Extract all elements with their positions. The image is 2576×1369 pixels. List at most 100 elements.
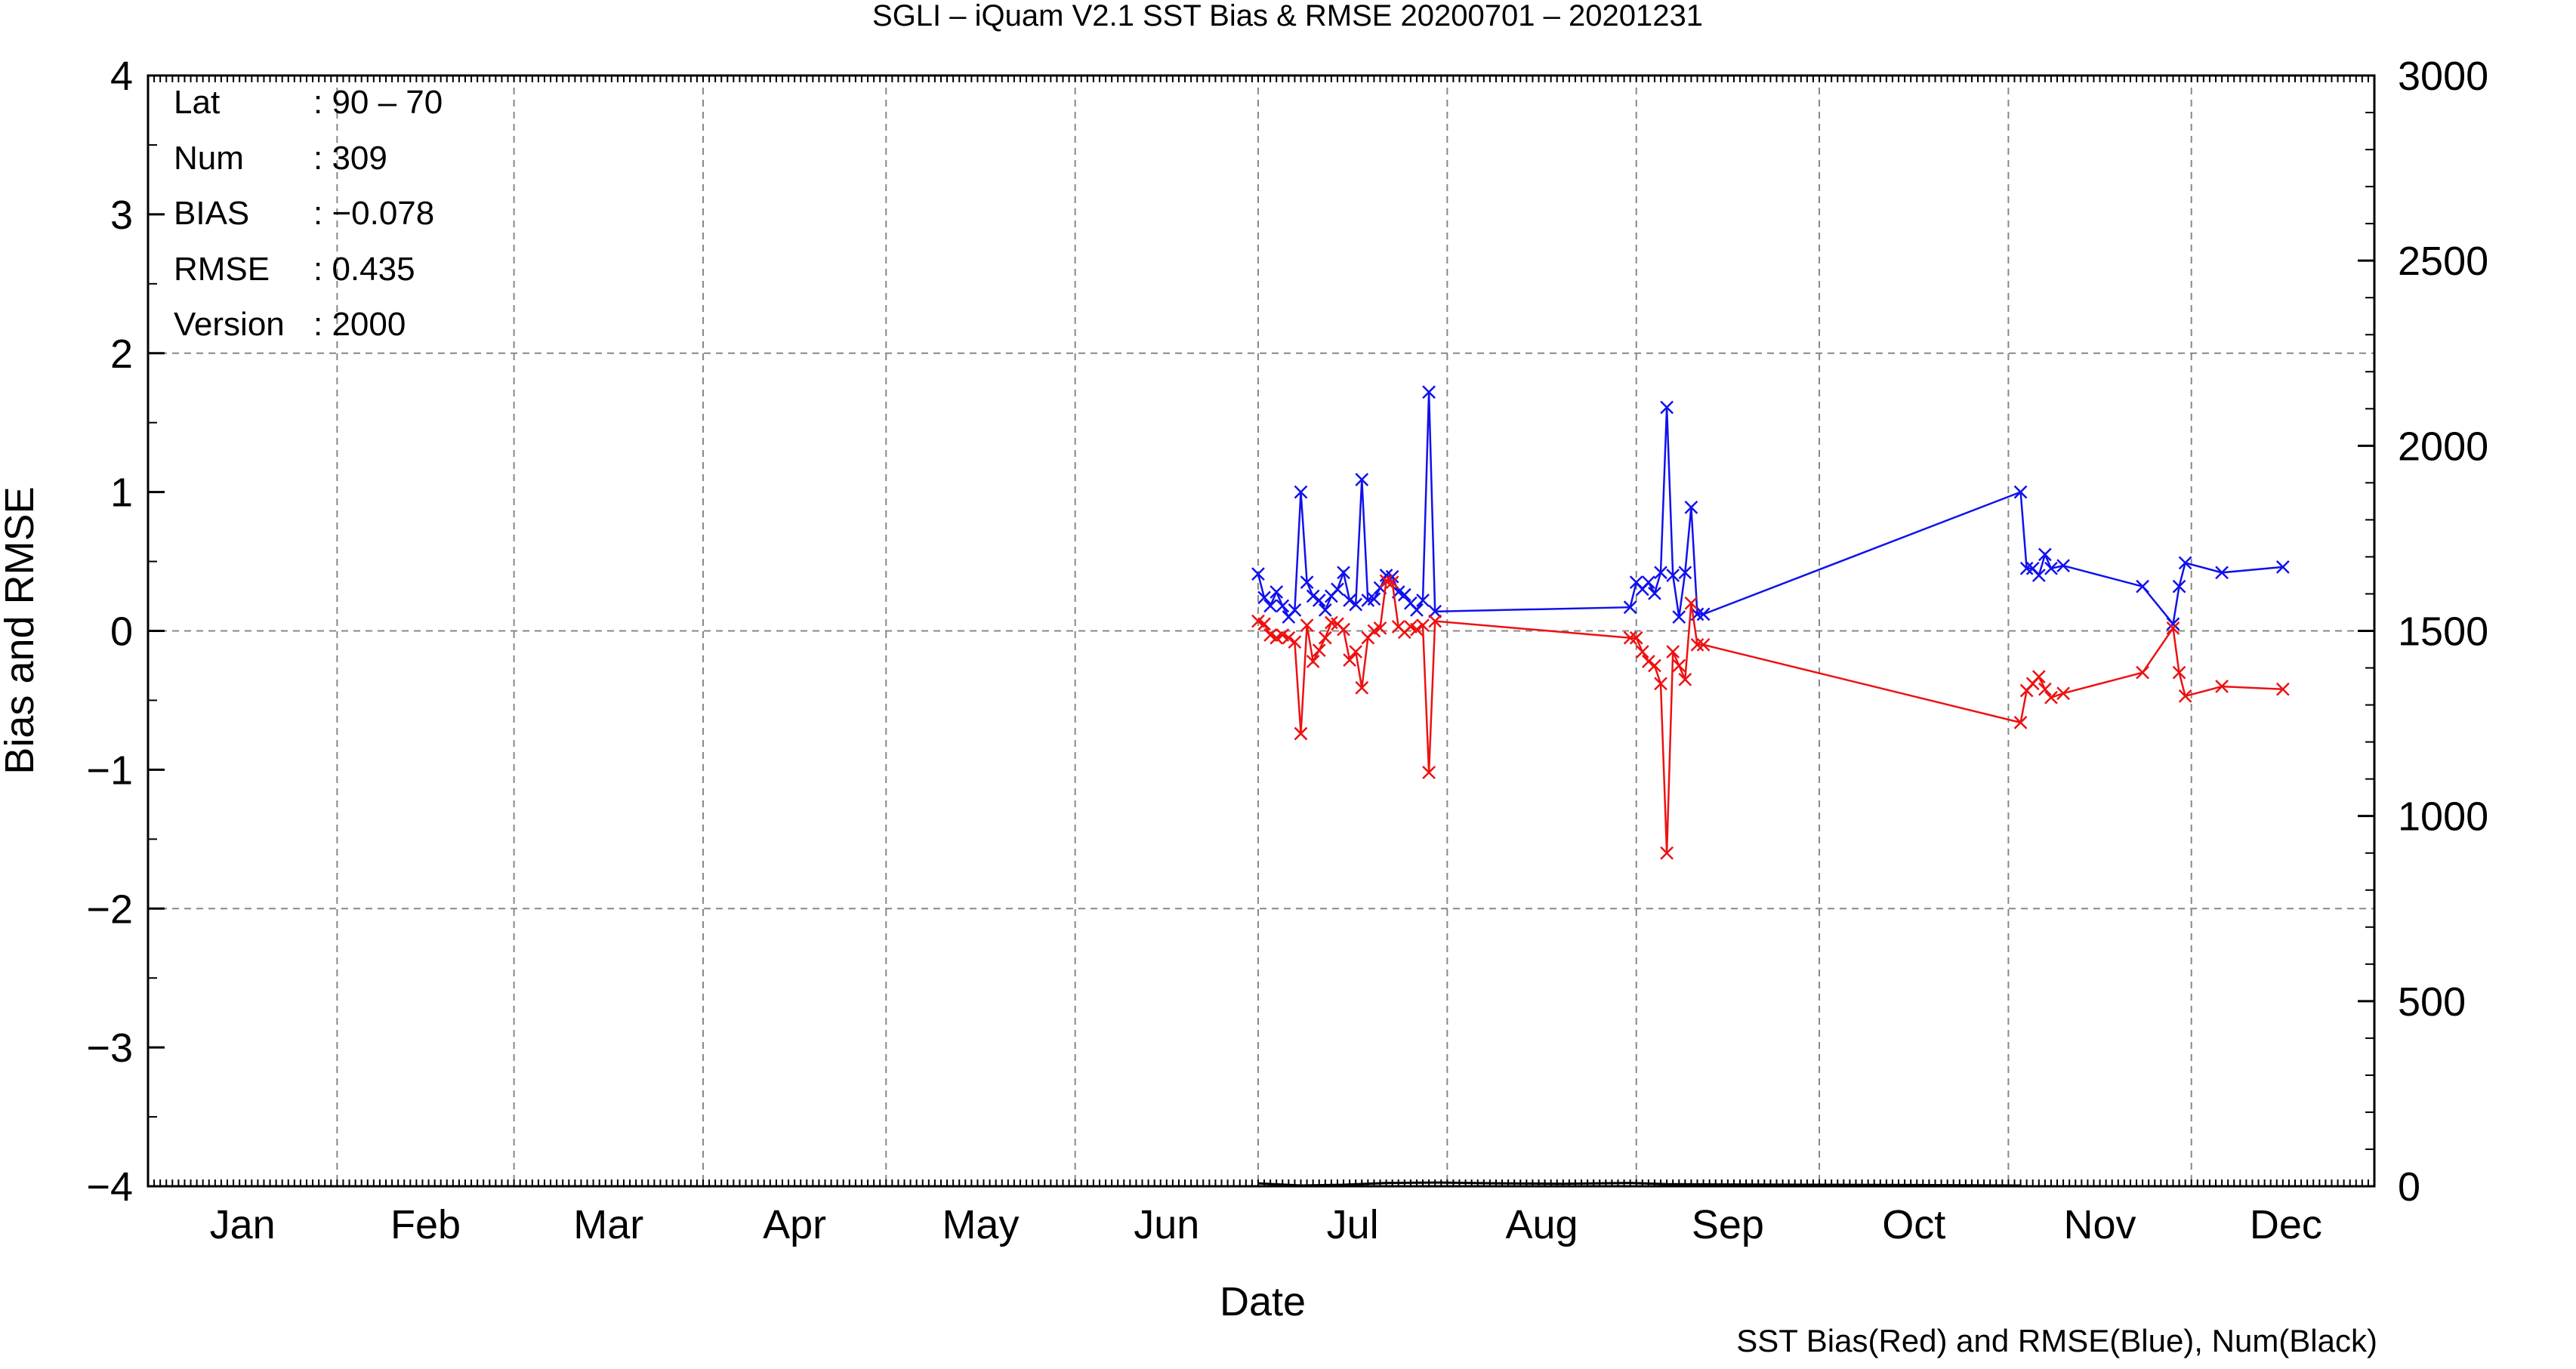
data-point-bias (2031, 670, 2046, 684)
data-point-rmse (1684, 500, 1698, 514)
data-point-rmse (1623, 600, 1637, 615)
data-point-bias (1623, 631, 1637, 645)
y-tick-label: −1 (86, 748, 133, 793)
data-point-bias (1678, 672, 1692, 686)
data-point-rmse (2178, 556, 2192, 570)
data-point-bias (1318, 631, 1332, 645)
data-point-bias (1696, 638, 1711, 652)
data-point-bias (2172, 665, 2186, 680)
data-point-bias (1355, 681, 1369, 695)
data-point-bias (1635, 645, 1649, 658)
x-tick-label: Nov (2064, 1202, 2136, 1247)
y-axis-label: Bias and RMSE (0, 486, 42, 774)
x-tick-label: Apr (763, 1202, 826, 1247)
data-point-bias (1654, 677, 1667, 691)
data-point-rmse (1257, 590, 1271, 605)
data-point-rmse (1416, 594, 1430, 607)
y-tick-label: −3 (86, 1025, 133, 1071)
y-tick-label: 1 (110, 470, 133, 516)
y-tick-label: 3 (110, 193, 133, 238)
y2-tick-label: 1000 (2398, 794, 2488, 840)
data-point-rmse (2019, 561, 2034, 575)
x-tick-label: Oct (1882, 1202, 1945, 1247)
data-point-rmse (1300, 575, 1314, 590)
data-point-bias (1373, 621, 1387, 635)
x-tick-label: Jan (210, 1202, 276, 1247)
data-point-rmse (1263, 599, 1277, 613)
stat-value-rmse: : 0.435 (313, 251, 415, 288)
x-axis-ticks: Jan Feb Mar Apr May Jun Jul Aug Sep Oct Nov Dec (210, 1202, 2322, 1247)
data-point-bias (2056, 686, 2070, 701)
data-point-rmse (2136, 579, 2149, 594)
y-tick-label: −2 (86, 886, 133, 932)
data-point-bias (1672, 658, 1686, 673)
data-point-rmse (1397, 587, 1411, 602)
y-tick-label: −4 (86, 1164, 133, 1210)
x-tick-label: Aug (1505, 1202, 1578, 1247)
data-point-bias (1690, 638, 1704, 652)
data-point-rmse (2056, 559, 2070, 572)
data-point-bias (1410, 622, 1424, 637)
y2-tick-label: 2000 (2398, 424, 2488, 469)
x-tick-label: Feb (390, 1202, 461, 1247)
data-point-bias (1337, 622, 1350, 637)
data-point-bias (1257, 617, 1271, 631)
data-point-rmse (2166, 617, 2180, 631)
data-point-rmse (1678, 566, 1692, 580)
data-point-rmse (1641, 575, 1655, 590)
y2-tick-label: 0 (2398, 1164, 2420, 1210)
data-point-bias (1641, 655, 1655, 668)
data-point-bias (1422, 766, 1436, 779)
stats-legend: Lat : 90 – 70 Num : 309 BIAS : −0.078 RM… (174, 84, 443, 343)
stat-value-bias: : −0.078 (313, 195, 434, 232)
data-point-bias (2275, 682, 2290, 696)
data-point-bias (1300, 618, 1314, 633)
data-point-bias (1666, 645, 1680, 658)
series-line-num (1257, 1181, 2021, 1187)
data-point-rmse (1269, 585, 1284, 599)
x-axis-label: Date (1220, 1279, 1306, 1324)
y2-axis-label: Num of Match–up (2569, 470, 2576, 791)
data-point-bias (2178, 689, 2192, 703)
x-tick-label: May (942, 1202, 1019, 1247)
x-tick-label: Jul (1327, 1202, 1379, 1247)
data-point-rmse (1343, 594, 1356, 607)
data-point-bias (2013, 715, 2028, 729)
data-point-rmse (2215, 566, 2229, 580)
data-point-bias (2136, 665, 2149, 680)
data-point-bias (1385, 575, 1399, 590)
series-color-note: SST Bias(Red) and RMSE(Blue), Num(Black) (1736, 1323, 2377, 1358)
y2-tick-label: 2500 (2398, 239, 2488, 284)
data-point-rmse (1355, 473, 1369, 486)
data-point-bias (1629, 631, 1643, 645)
stat-value-version: : 2000 (313, 306, 406, 343)
x-tick-label: Dec (2250, 1202, 2322, 1247)
x-tick-label: Mar (573, 1202, 643, 1247)
data-point-rmse (1288, 603, 1302, 617)
data-point-bias (1282, 631, 1296, 645)
data-point-bias (2038, 682, 2052, 696)
data-point-bias (1288, 635, 1302, 649)
x-tick-label: Jun (1134, 1202, 1199, 1247)
data-point-rmse (1367, 592, 1381, 606)
chart-title: SGLI – iQuam V2.1 SST Bias & RMSE 202007… (872, 0, 1703, 32)
data-point-rmse (1251, 567, 1265, 581)
data-point-bias (1416, 618, 1430, 633)
data-point-rmse (1672, 610, 1686, 624)
data-point-bias (2166, 621, 2180, 635)
data-point-rmse (1349, 597, 1363, 612)
data-point-bias (1349, 645, 1363, 658)
series-line-rmse (1257, 392, 2283, 627)
data-point-rmse (1318, 603, 1332, 617)
data-point-rmse (1306, 589, 1320, 603)
data-point-rmse (1276, 599, 1290, 613)
data-point-bias (1312, 643, 1326, 658)
data-point-rmse (1660, 400, 1674, 415)
stat-key-bias: BIAS (174, 195, 249, 232)
x-tick-label: Sep (1692, 1202, 1764, 1247)
data-point-rmse (1331, 582, 1344, 597)
data-point-rmse (2044, 561, 2058, 575)
data-point-rmse (1654, 566, 1667, 580)
data-point-bias (1660, 846, 1674, 860)
